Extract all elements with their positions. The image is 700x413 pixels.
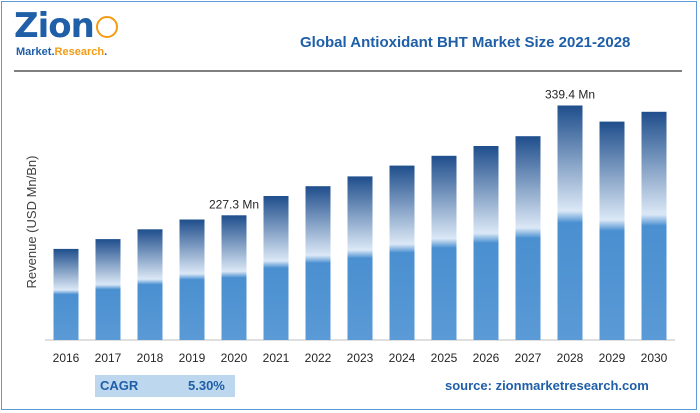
- cagr-badge: [95, 375, 235, 397]
- bar-2025: [431, 155, 457, 340]
- bar-2026: [473, 146, 499, 340]
- brand-logo: Zion Market.Research.: [14, 8, 144, 62]
- bar-2030: [641, 111, 667, 340]
- x-tick-label: 2025: [431, 351, 458, 365]
- source-credit: source: zionmarketresearch.com: [445, 378, 649, 393]
- bar-2028: [557, 105, 583, 340]
- cagr-label: CAGR: [100, 378, 139, 393]
- x-tick-label: 2019: [179, 351, 206, 365]
- bar-2027: [515, 136, 541, 340]
- globe-icon: [96, 16, 118, 38]
- cagr-value: 5.30%: [188, 378, 225, 393]
- y-axis-label: Revenue (USD Mn/Bn): [24, 156, 39, 289]
- bar-2018: [137, 229, 163, 340]
- x-tick-label: 2028: [557, 351, 584, 365]
- bar-2021: [263, 196, 289, 340]
- bar-2023: [347, 176, 373, 340]
- bar-2016: [53, 248, 79, 340]
- x-tick-label: 2018: [137, 351, 164, 365]
- x-tick-label: 2020: [221, 351, 248, 365]
- x-tick-label: 2029: [599, 351, 626, 365]
- x-tick-label: 2022: [305, 351, 332, 365]
- data-label: 339.4 Mn: [545, 88, 595, 102]
- x-tick-label: 2023: [347, 351, 374, 365]
- x-tick-label: 2030: [641, 351, 668, 365]
- bar-2020: [221, 215, 247, 340]
- x-tick-label: 2016: [53, 351, 80, 365]
- bar-2019: [179, 219, 205, 340]
- x-tick-label: 2026: [473, 351, 500, 365]
- x-tick-label: 2027: [515, 351, 542, 365]
- header-divider: [14, 70, 682, 72]
- bar-2024: [389, 165, 415, 340]
- x-tick-label: 2024: [389, 351, 416, 365]
- x-tick-label: 2017: [95, 351, 122, 365]
- bar-2017: [95, 239, 121, 340]
- bar-2022: [305, 186, 331, 340]
- chart-title: Global Antioxidant BHT Market Size 2021-…: [300, 34, 631, 51]
- logo-subtitle: Market.Research.: [16, 46, 108, 58]
- bar-2029: [599, 121, 625, 340]
- data-label: 227.3 Mn: [209, 197, 259, 211]
- x-tick-label: 2021: [263, 351, 290, 365]
- logo-wordmark: Zion: [14, 6, 95, 46]
